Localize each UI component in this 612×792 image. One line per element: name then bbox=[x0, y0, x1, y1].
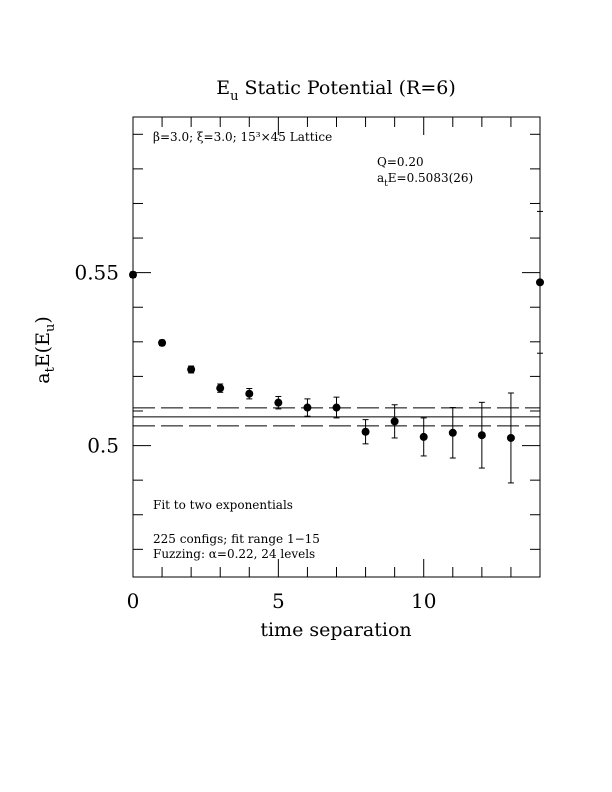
data-point bbox=[390, 417, 399, 426]
data-point bbox=[245, 389, 254, 398]
data-point bbox=[419, 432, 428, 441]
data-point bbox=[216, 384, 225, 393]
data-point bbox=[448, 428, 457, 437]
x-tick-label: 10 bbox=[411, 589, 436, 613]
y-tick-label: 0.55 bbox=[74, 261, 119, 285]
q-annotation: Q=0.20 bbox=[377, 155, 424, 169]
data-point bbox=[303, 403, 312, 412]
data-point bbox=[536, 278, 544, 287]
y-tick-label: 0.5 bbox=[87, 434, 119, 458]
data-point bbox=[506, 433, 515, 442]
data-point bbox=[332, 403, 341, 412]
data-point bbox=[187, 365, 196, 374]
data-point bbox=[129, 270, 137, 279]
data-point bbox=[158, 338, 167, 347]
y-axis-label: atE(Eu) bbox=[32, 316, 58, 384]
data-point bbox=[477, 431, 486, 440]
chart-title: Eu Static Potential (R=6) bbox=[216, 77, 456, 104]
x-tick-label: 5 bbox=[272, 589, 285, 613]
data-point bbox=[361, 427, 370, 436]
data-point bbox=[274, 398, 283, 407]
tick-marks-group: 0 5 10 0.5 0.55 bbox=[74, 117, 541, 613]
lattice-annotation: β=3.0; ξ=3.0; 15³×45 Lattice bbox=[153, 130, 332, 144]
fit-type-annotation: Fit to two exponentials bbox=[153, 498, 293, 512]
fit-result-annotation: atE=0.5083(26) bbox=[377, 171, 473, 189]
data-points-group bbox=[129, 210, 544, 484]
fuzzing-annotation: Fuzzing: α=0.22, 24 levels bbox=[153, 547, 315, 561]
configs-annotation: 225 configs; fit range 1−15 bbox=[153, 532, 320, 546]
x-tick-label: 0 bbox=[127, 589, 140, 613]
x-axis-label: time separation bbox=[260, 619, 411, 641]
